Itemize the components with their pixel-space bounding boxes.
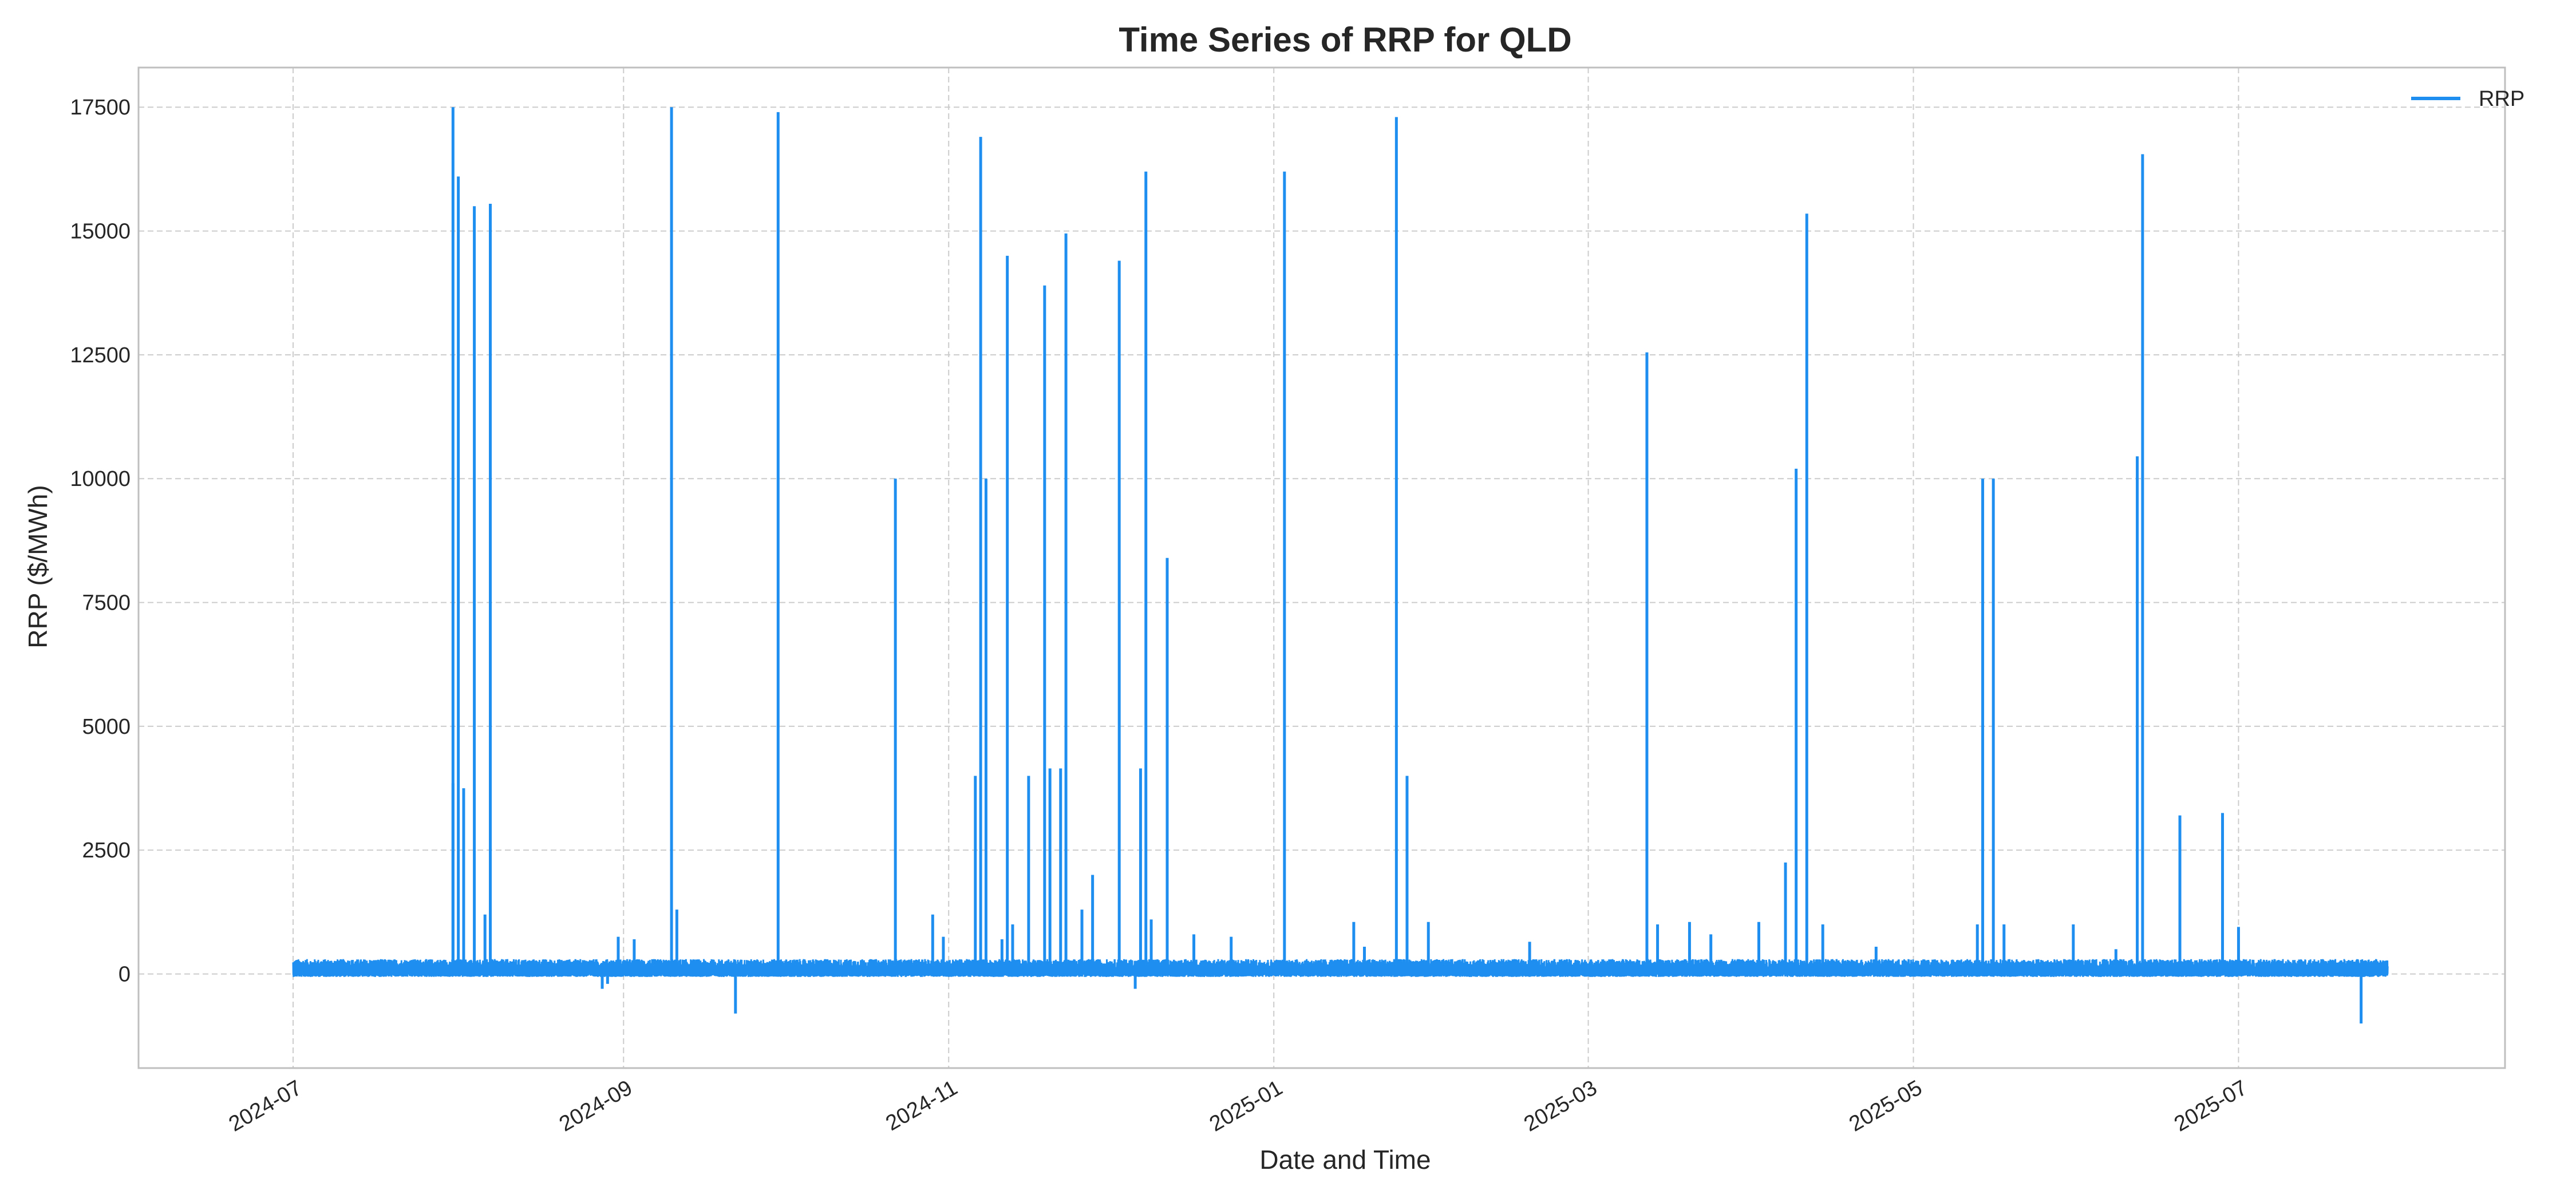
y-tick-label: 0 (118, 963, 131, 987)
y-tick-label: 17500 (70, 96, 131, 120)
chart-title: Time Series of RRP for QLD (1119, 21, 1571, 59)
y-tick-label: 12500 (70, 343, 131, 367)
rrp-baseline-series (292, 959, 2389, 977)
legend: RRP (2411, 87, 2524, 111)
y-tick-label: 15000 (70, 220, 131, 244)
y-tick-label: 10000 (70, 467, 131, 491)
y-tick-label: 5000 (82, 715, 131, 739)
y-axis-ticks: 0 2500 5000 7500 10000 12500 15000 17500 (70, 96, 131, 986)
plot-frame (137, 66, 2506, 1069)
legend-label-rrp: RRP (2479, 87, 2524, 111)
data-series (292, 107, 2389, 1024)
x-axis-label: Date and Time (1259, 1145, 1431, 1175)
y-tick-label: 2500 (82, 839, 131, 863)
y-axis-label: RRP ($/MWh) (23, 485, 53, 648)
gridlines (139, 68, 2505, 1068)
y-tick-label: 7500 (82, 591, 131, 615)
